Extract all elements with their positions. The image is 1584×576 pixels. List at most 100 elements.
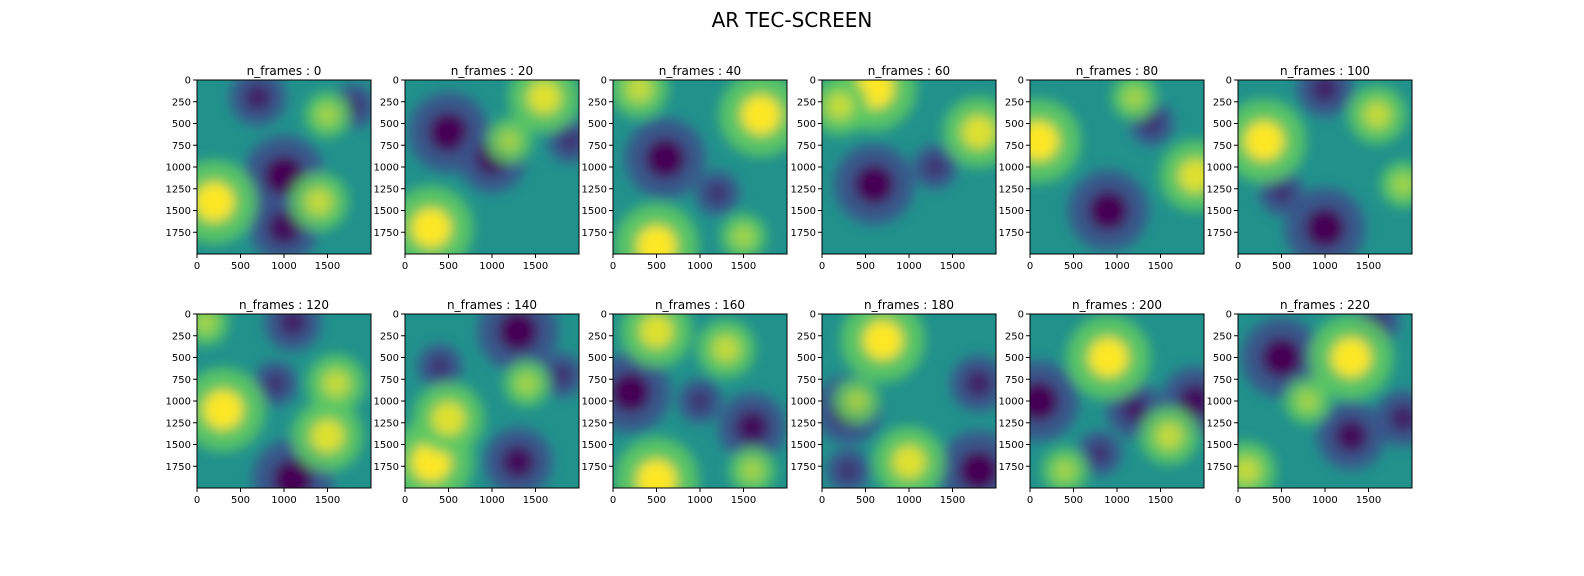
figure-suptitle: AR TEC-SCREEN bbox=[711, 8, 873, 32]
trough-core bbox=[551, 364, 572, 386]
x-tick-label: 500 bbox=[856, 261, 875, 272]
y-tick-label: 1000 bbox=[582, 397, 607, 408]
y-tick-label: 1250 bbox=[1207, 184, 1232, 195]
x-tick-label: 0 bbox=[1235, 261, 1241, 272]
trough-core bbox=[689, 390, 711, 412]
heatmap-panel: n_frames : 20 0 500 1000 1500 0 250 500 750 1000 1… bbox=[374, 64, 580, 272]
y-tick-label: 1750 bbox=[582, 462, 607, 473]
trough-core bbox=[267, 211, 301, 245]
y-tick-label: 750 bbox=[380, 375, 399, 386]
peak-core bbox=[197, 314, 217, 334]
peak-core bbox=[639, 314, 674, 349]
trough-core bbox=[1334, 419, 1368, 453]
x-tick-label: 1000 bbox=[1104, 261, 1129, 272]
x-tick-label: 1000 bbox=[1312, 495, 1337, 506]
y-tick-label: 1250 bbox=[374, 418, 399, 429]
x-tick-label: 1000 bbox=[271, 261, 296, 272]
panel-title: n_frames : 200 bbox=[1072, 298, 1162, 312]
panel-title: n_frames : 220 bbox=[1280, 298, 1370, 312]
trough-core bbox=[264, 155, 304, 196]
peak-core bbox=[625, 80, 653, 103]
trough-core bbox=[613, 372, 651, 413]
peak-core bbox=[846, 390, 868, 412]
x-tick-label: 0 bbox=[1027, 261, 1033, 272]
trough-core bbox=[1141, 113, 1163, 134]
peak-core bbox=[516, 373, 538, 394]
peak-core bbox=[741, 460, 763, 481]
y-tick-label: 1250 bbox=[166, 418, 191, 429]
x-tick-label: 1500 bbox=[940, 261, 965, 272]
x-tick-label: 1500 bbox=[731, 495, 756, 506]
trough-core bbox=[854, 164, 895, 205]
trough-core bbox=[428, 112, 469, 153]
trough-core bbox=[707, 182, 728, 204]
y-tick-label: 250 bbox=[172, 331, 191, 342]
y-tick-label: 0 bbox=[185, 310, 191, 321]
x-tick-label: 0 bbox=[194, 261, 200, 272]
y-tick-label: 1000 bbox=[999, 397, 1024, 408]
heatmap-field bbox=[613, 80, 787, 254]
panel-title: n_frames : 100 bbox=[1280, 64, 1370, 78]
y-tick-label: 1500 bbox=[1207, 206, 1232, 217]
x-tick-label: 0 bbox=[819, 495, 825, 506]
y-tick-label: 1250 bbox=[999, 418, 1024, 429]
x-tick-label: 500 bbox=[1272, 495, 1291, 506]
peak-core bbox=[712, 335, 740, 363]
peak-core bbox=[892, 445, 926, 479]
y-tick-label: 1750 bbox=[166, 228, 191, 239]
panel-title: n_frames : 40 bbox=[659, 64, 741, 78]
y-tick-label: 250 bbox=[797, 331, 816, 342]
x-tick-label: 500 bbox=[439, 495, 458, 506]
y-tick-label: 250 bbox=[1213, 97, 1232, 108]
y-tick-label: 750 bbox=[588, 375, 607, 386]
peak-core bbox=[1030, 120, 1059, 161]
panel-title: n_frames : 20 bbox=[451, 64, 533, 78]
x-tick-label: 1500 bbox=[1356, 261, 1381, 272]
x-tick-label: 500 bbox=[439, 261, 458, 272]
y-tick-label: 0 bbox=[393, 310, 399, 321]
y-tick-label: 500 bbox=[1213, 119, 1232, 130]
x-tick-label: 500 bbox=[231, 261, 250, 272]
peak-core bbox=[322, 370, 350, 398]
trough-core bbox=[735, 410, 769, 444]
trough-core bbox=[645, 138, 686, 179]
y-tick-label: 250 bbox=[1213, 331, 1232, 342]
heatmap-field bbox=[1238, 314, 1412, 488]
y-tick-label: 500 bbox=[172, 353, 191, 364]
panel-title: n_frames : 140 bbox=[447, 298, 537, 312]
y-tick-label: 1500 bbox=[166, 440, 191, 451]
y-tick-label: 500 bbox=[172, 119, 191, 130]
y-tick-label: 1500 bbox=[999, 440, 1024, 451]
heatmap-field bbox=[1238, 80, 1412, 254]
heatmap-field bbox=[405, 80, 579, 254]
y-tick-label: 1250 bbox=[582, 418, 607, 429]
y-tick-label: 1750 bbox=[1207, 462, 1232, 473]
x-tick-label: 0 bbox=[610, 261, 616, 272]
y-tick-label: 500 bbox=[588, 353, 607, 364]
panel-title: n_frames : 180 bbox=[864, 298, 954, 312]
y-tick-label: 0 bbox=[1018, 310, 1024, 321]
y-tick-label: 1000 bbox=[166, 163, 191, 174]
y-tick-label: 1000 bbox=[1207, 163, 1232, 174]
y-tick-label: 1500 bbox=[374, 206, 399, 217]
y-tick-label: 1250 bbox=[374, 184, 399, 195]
y-tick-label: 1000 bbox=[582, 163, 607, 174]
heatmap-field bbox=[1030, 80, 1204, 254]
peak-core bbox=[317, 104, 338, 126]
y-tick-label: 1250 bbox=[999, 184, 1024, 195]
heatmap-panel: n_frames : 0 0 500 1000 1500 0 250 500 750 1000 12… bbox=[166, 64, 372, 272]
trough-core bbox=[559, 130, 579, 152]
y-tick-label: 750 bbox=[1005, 375, 1024, 386]
y-tick-label: 500 bbox=[1005, 119, 1024, 130]
peak-core bbox=[636, 225, 677, 254]
x-tick-label: 1500 bbox=[731, 261, 756, 272]
trough-core bbox=[1030, 381, 1059, 421]
y-tick-label: 750 bbox=[172, 375, 191, 386]
peak-core bbox=[197, 181, 235, 222]
y-tick-label: 1500 bbox=[374, 440, 399, 451]
heatmap-field bbox=[822, 80, 996, 254]
trough-core bbox=[244, 83, 272, 111]
x-tick-label: 0 bbox=[610, 495, 616, 506]
